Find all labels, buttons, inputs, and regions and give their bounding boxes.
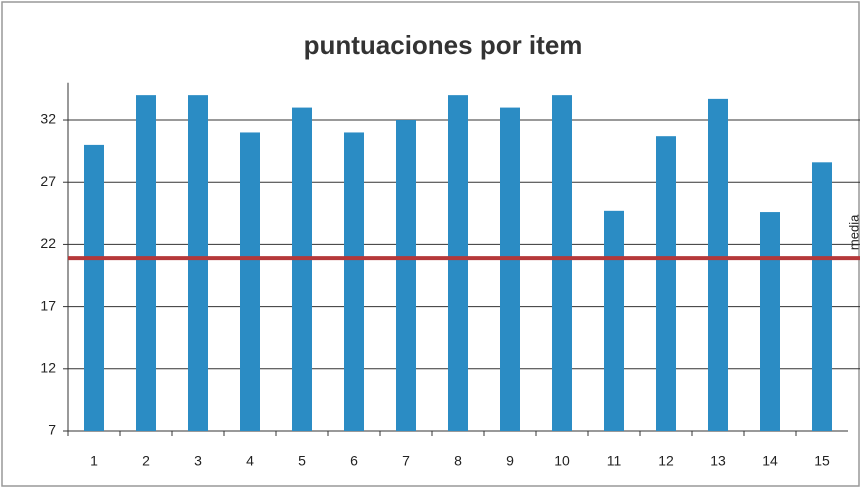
y-tick-label: 22 xyxy=(40,235,56,251)
y-tick-label: 27 xyxy=(40,173,56,189)
x-tick-label: 3 xyxy=(194,453,202,469)
y-tick-label: 17 xyxy=(40,297,56,313)
reference-label: media xyxy=(846,214,861,250)
x-tick-label: 13 xyxy=(710,453,726,469)
bar xyxy=(136,95,156,431)
bar xyxy=(344,132,364,431)
x-tick-label: 9 xyxy=(506,453,514,469)
bar xyxy=(604,210,624,431)
bar xyxy=(396,120,416,432)
x-tick-label: 2 xyxy=(142,453,150,469)
bar xyxy=(240,132,260,431)
chart-title: puntuaciones por item xyxy=(304,30,583,60)
x-tick-label: 7 xyxy=(402,453,410,469)
bar xyxy=(188,95,208,431)
y-tick-label: 32 xyxy=(40,111,56,127)
bar xyxy=(84,144,104,431)
bar xyxy=(292,107,312,431)
x-tick-label: 4 xyxy=(246,453,254,469)
bar xyxy=(708,98,728,432)
x-tick-label: 12 xyxy=(658,453,674,469)
bar xyxy=(448,95,468,431)
bar xyxy=(552,95,572,431)
bar xyxy=(812,162,832,431)
x-tick-label: 14 xyxy=(762,453,778,469)
x-tick-label: 8 xyxy=(454,453,462,469)
bar xyxy=(500,107,520,431)
y-tick-label: 12 xyxy=(40,360,56,376)
x-tick-label: 1 xyxy=(90,453,98,469)
bar xyxy=(656,136,676,431)
x-tick-label: 5 xyxy=(298,453,306,469)
bar xyxy=(760,212,780,431)
y-tick-label: 7 xyxy=(48,422,56,438)
x-tick-label: 15 xyxy=(814,453,830,469)
x-tick-label: 6 xyxy=(350,453,358,469)
x-tick-label: 11 xyxy=(607,453,622,469)
x-tick-label: 10 xyxy=(554,453,570,469)
